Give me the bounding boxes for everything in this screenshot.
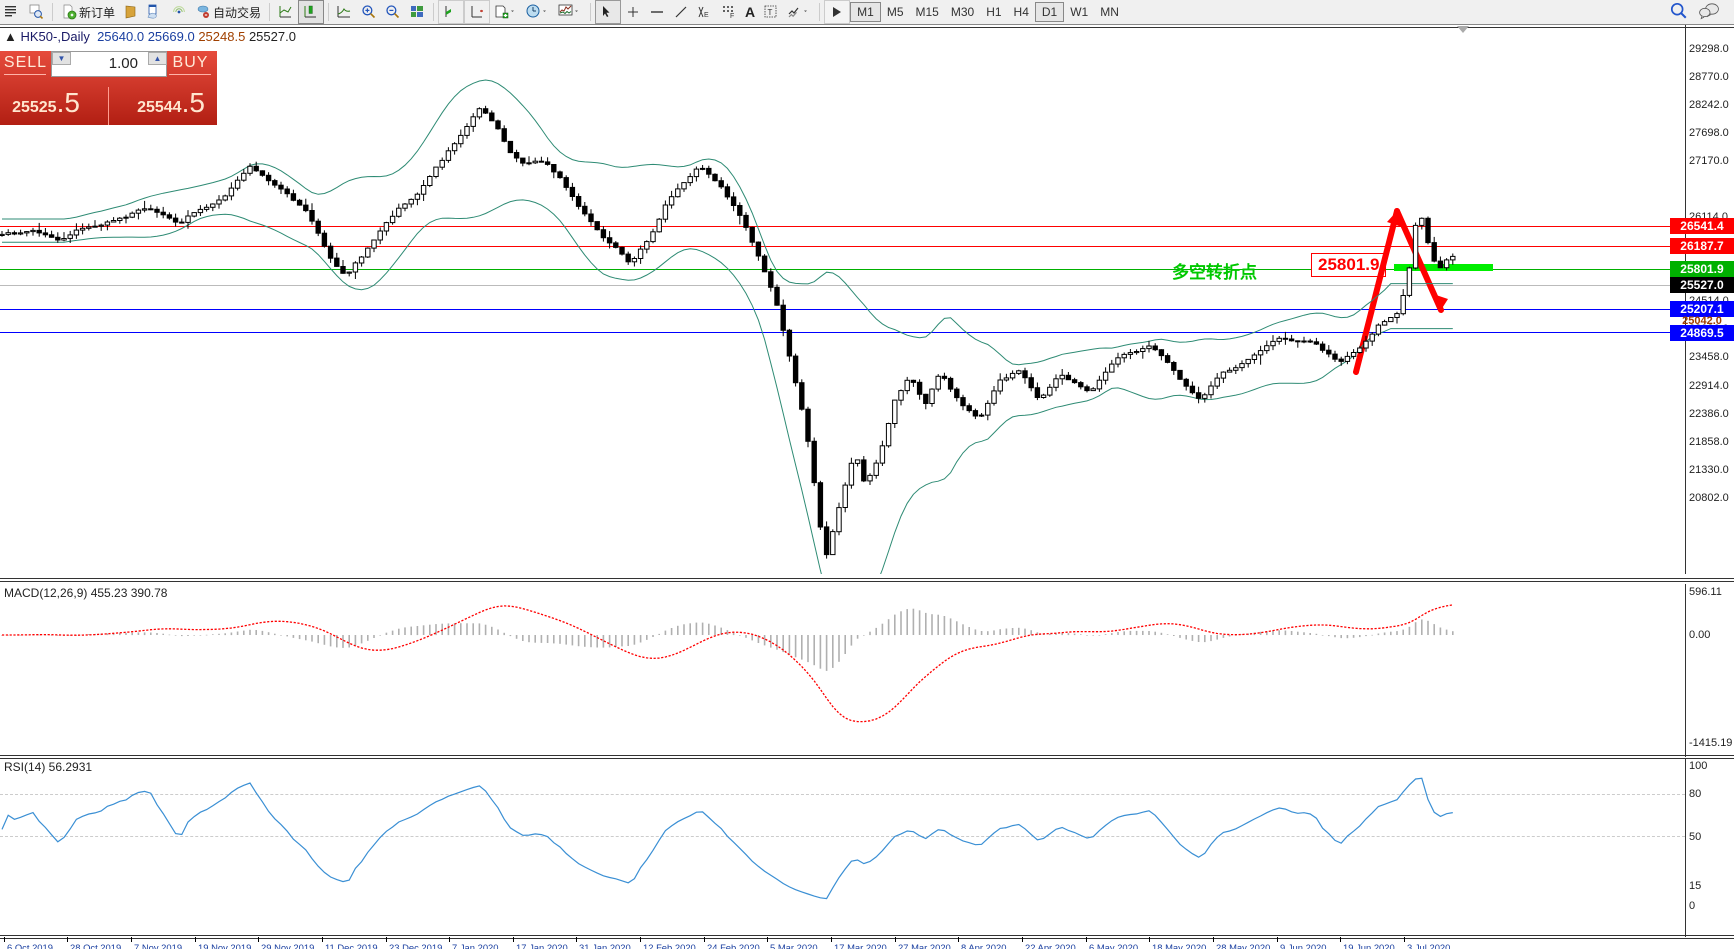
svg-text:T: T xyxy=(768,8,773,17)
svg-text:E: E xyxy=(704,12,709,19)
svg-text:F: F xyxy=(730,13,734,20)
